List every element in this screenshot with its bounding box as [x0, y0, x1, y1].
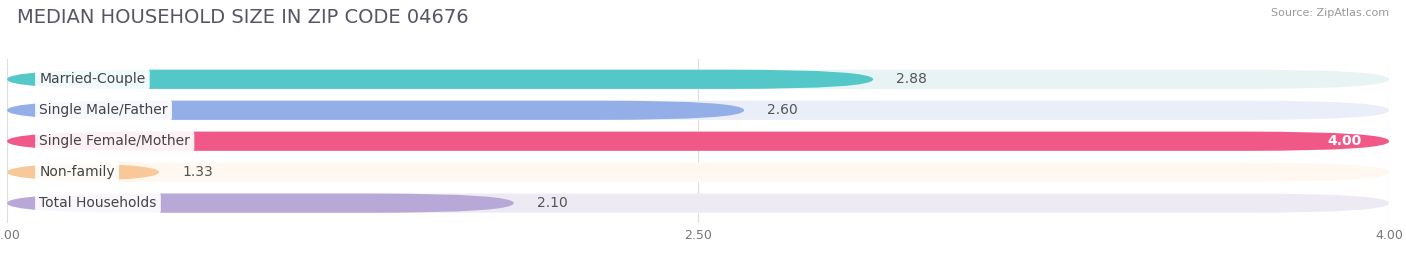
FancyBboxPatch shape	[7, 70, 873, 89]
Text: 2.60: 2.60	[768, 103, 799, 117]
FancyBboxPatch shape	[7, 194, 513, 213]
FancyBboxPatch shape	[7, 162, 159, 182]
FancyBboxPatch shape	[7, 70, 1389, 89]
Text: 1.33: 1.33	[183, 165, 212, 179]
Text: 2.88: 2.88	[896, 72, 927, 86]
Text: Single Female/Mother: Single Female/Mother	[39, 134, 190, 148]
Text: 2.10: 2.10	[537, 196, 568, 210]
Text: Non-family: Non-family	[39, 165, 115, 179]
FancyBboxPatch shape	[7, 194, 1389, 213]
Text: Single Male/Father: Single Male/Father	[39, 103, 167, 117]
FancyBboxPatch shape	[7, 101, 744, 120]
Text: 4.00: 4.00	[1327, 134, 1361, 148]
FancyBboxPatch shape	[7, 132, 1389, 151]
FancyBboxPatch shape	[7, 132, 1389, 151]
Text: Source: ZipAtlas.com: Source: ZipAtlas.com	[1271, 8, 1389, 18]
FancyBboxPatch shape	[7, 101, 1389, 120]
Text: Married-Couple: Married-Couple	[39, 72, 146, 86]
Text: Total Households: Total Households	[39, 196, 156, 210]
FancyBboxPatch shape	[7, 162, 1389, 182]
Text: MEDIAN HOUSEHOLD SIZE IN ZIP CODE 04676: MEDIAN HOUSEHOLD SIZE IN ZIP CODE 04676	[17, 8, 468, 27]
